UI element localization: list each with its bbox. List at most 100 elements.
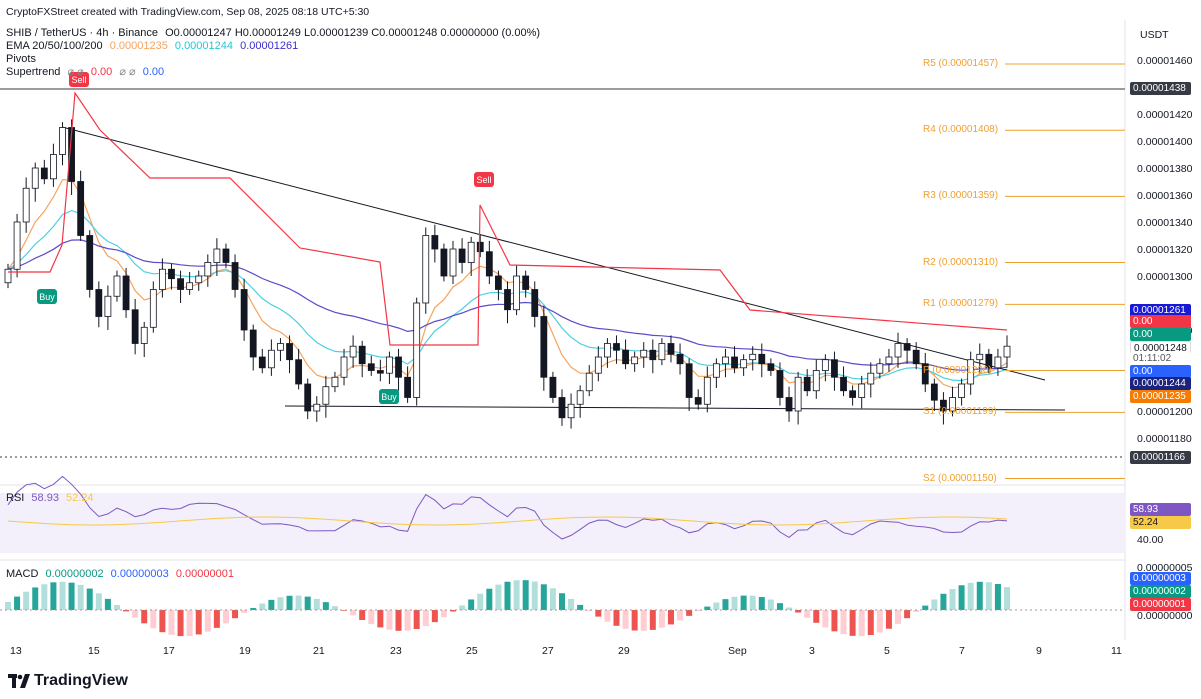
- price-tick: 0.00001340: [1137, 217, 1193, 229]
- macd-histogram-bar: [113, 605, 120, 610]
- macd-histogram-bar: [786, 607, 793, 610]
- candle-body: [976, 353, 984, 361]
- price-tick: 0.00001420: [1137, 109, 1193, 121]
- macd-histogram-bar: [740, 595, 747, 610]
- candle-body: [458, 248, 466, 263]
- badge-macd-2: 0.00000002: [1130, 585, 1191, 598]
- macd-histogram-bar: [104, 598, 111, 610]
- macd-histogram-bar: [531, 581, 538, 610]
- x-tick-label: 27: [542, 645, 554, 657]
- legend-ema-label: EMA 20/50/100/200: [6, 40, 103, 52]
- legend-ema50: 0.00001244: [174, 40, 234, 52]
- candle-body: [694, 397, 702, 405]
- candle-body: [322, 386, 330, 405]
- rsi-val1: 58.93: [31, 492, 59, 504]
- candle-body: [149, 289, 157, 328]
- macd-histogram-bar: [867, 610, 874, 636]
- macd-histogram-bar: [586, 610, 593, 611]
- tradingview-logo[interactable]: TradingView: [8, 672, 128, 690]
- macd-histogram-bar: [468, 599, 475, 610]
- candle-body: [358, 345, 366, 365]
- candle-body: [295, 359, 303, 385]
- candle-body: [449, 248, 457, 277]
- macd-histogram-bar: [913, 610, 920, 612]
- candle-body: [413, 302, 421, 398]
- candle-body: [95, 289, 103, 317]
- candle-body: [485, 251, 493, 277]
- candle-body: [549, 376, 557, 398]
- candle-body: [958, 383, 965, 398]
- macd-histogram-bar: [985, 582, 992, 610]
- candle-body: [231, 262, 239, 290]
- macd-histogram-bar: [940, 593, 947, 610]
- macd-pane: [0, 580, 1125, 637]
- candle-body: [703, 376, 711, 405]
- macd-histogram-bar: [359, 610, 366, 620]
- rsi-legend[interactable]: RSI 58.93 52.24: [6, 492, 98, 504]
- macd-histogram-bar: [504, 581, 511, 610]
- macd-histogram-bar: [268, 599, 275, 610]
- candle-body: [940, 399, 947, 412]
- candle-body: [921, 363, 929, 385]
- macd-legend[interactable]: MACD 0.00000002 0.00000003 0.00000001: [6, 568, 238, 580]
- badge-high-line: 0.00001438: [1130, 82, 1191, 95]
- legend-pivots[interactable]: Pivots: [6, 53, 36, 65]
- macd-histogram-bar: [295, 595, 302, 610]
- macd-histogram-bar: [413, 610, 420, 630]
- macd-histogram-bar: [994, 584, 1001, 610]
- candle-body: [122, 275, 130, 311]
- candle-body: [849, 390, 857, 398]
- macd-histogram-bar: [132, 610, 139, 618]
- x-tick-label: 5: [884, 645, 890, 657]
- macd-histogram-bar: [958, 585, 965, 610]
- candle-body: [504, 289, 511, 311]
- price-tick: 0.00001200: [1137, 406, 1193, 418]
- macd-histogram-bar: [804, 610, 811, 618]
- macd-histogram-bar: [558, 593, 565, 610]
- price-tick: 0.00001300: [1137, 271, 1193, 283]
- macd-histogram-bar: [976, 581, 983, 610]
- macd-histogram-bar: [931, 599, 938, 610]
- x-tick-label: 9: [1036, 645, 1042, 657]
- candle-body: [222, 248, 230, 263]
- candle-body: [513, 275, 520, 311]
- macd-histogram-bar: [422, 610, 429, 627]
- badge-rsi-ma: 52.24: [1130, 516, 1191, 529]
- candle-body: [331, 376, 339, 388]
- macd-histogram-bar: [486, 588, 493, 610]
- macd-histogram-bar: [658, 610, 665, 628]
- macd-histogram-bar: [368, 610, 375, 625]
- candle-body: [258, 356, 266, 369]
- macd-histogram-bar: [577, 604, 584, 610]
- candle-body: [177, 278, 184, 290]
- macd-histogram-bar: [767, 599, 774, 610]
- macd-histogram-bar: [232, 610, 239, 619]
- macd-histogram-bar: [904, 610, 911, 619]
- macd-histogram-bar: [377, 610, 384, 628]
- macd-histogram-bar: [922, 605, 929, 610]
- legend-row-ema[interactable]: EMA 20/50/100/200 0.00001235 0.00001244 …: [6, 40, 302, 52]
- candle-body: [22, 187, 30, 223]
- badge-rsi: 58.93: [1130, 503, 1191, 516]
- legend-ema200: 0.00001261: [240, 40, 299, 52]
- candle-body: [31, 167, 39, 189]
- signal-sell: [474, 172, 494, 187]
- macd-histogram-bar: [123, 610, 130, 612]
- rsi-ma-line: [7, 516, 1008, 526]
- x-tick-label: 7: [959, 645, 965, 657]
- macd-histogram-bar: [177, 610, 184, 637]
- candle-body: [249, 329, 257, 358]
- macd-histogram-bar: [277, 597, 284, 610]
- candle-body: [186, 282, 194, 290]
- legend-row-symbol[interactable]: SHIB / TetherUS · 4h · Binance O0.000012…: [6, 27, 544, 39]
- trend-lines: [0, 88, 1125, 458]
- legend-row-supertrend[interactable]: Supertrend ⌀ ⌀ 0.00 ⌀ ⌀ 0.00: [6, 65, 168, 78]
- macd-histogram-bar: [32, 587, 39, 610]
- candle-body: [540, 316, 548, 378]
- macd-histogram-bar: [86, 588, 93, 610]
- candle-body: [267, 349, 275, 369]
- candle-body: [376, 370, 384, 374]
- price-tick: 0.00001400: [1137, 136, 1193, 148]
- macd-histogram-bar: [440, 610, 447, 618]
